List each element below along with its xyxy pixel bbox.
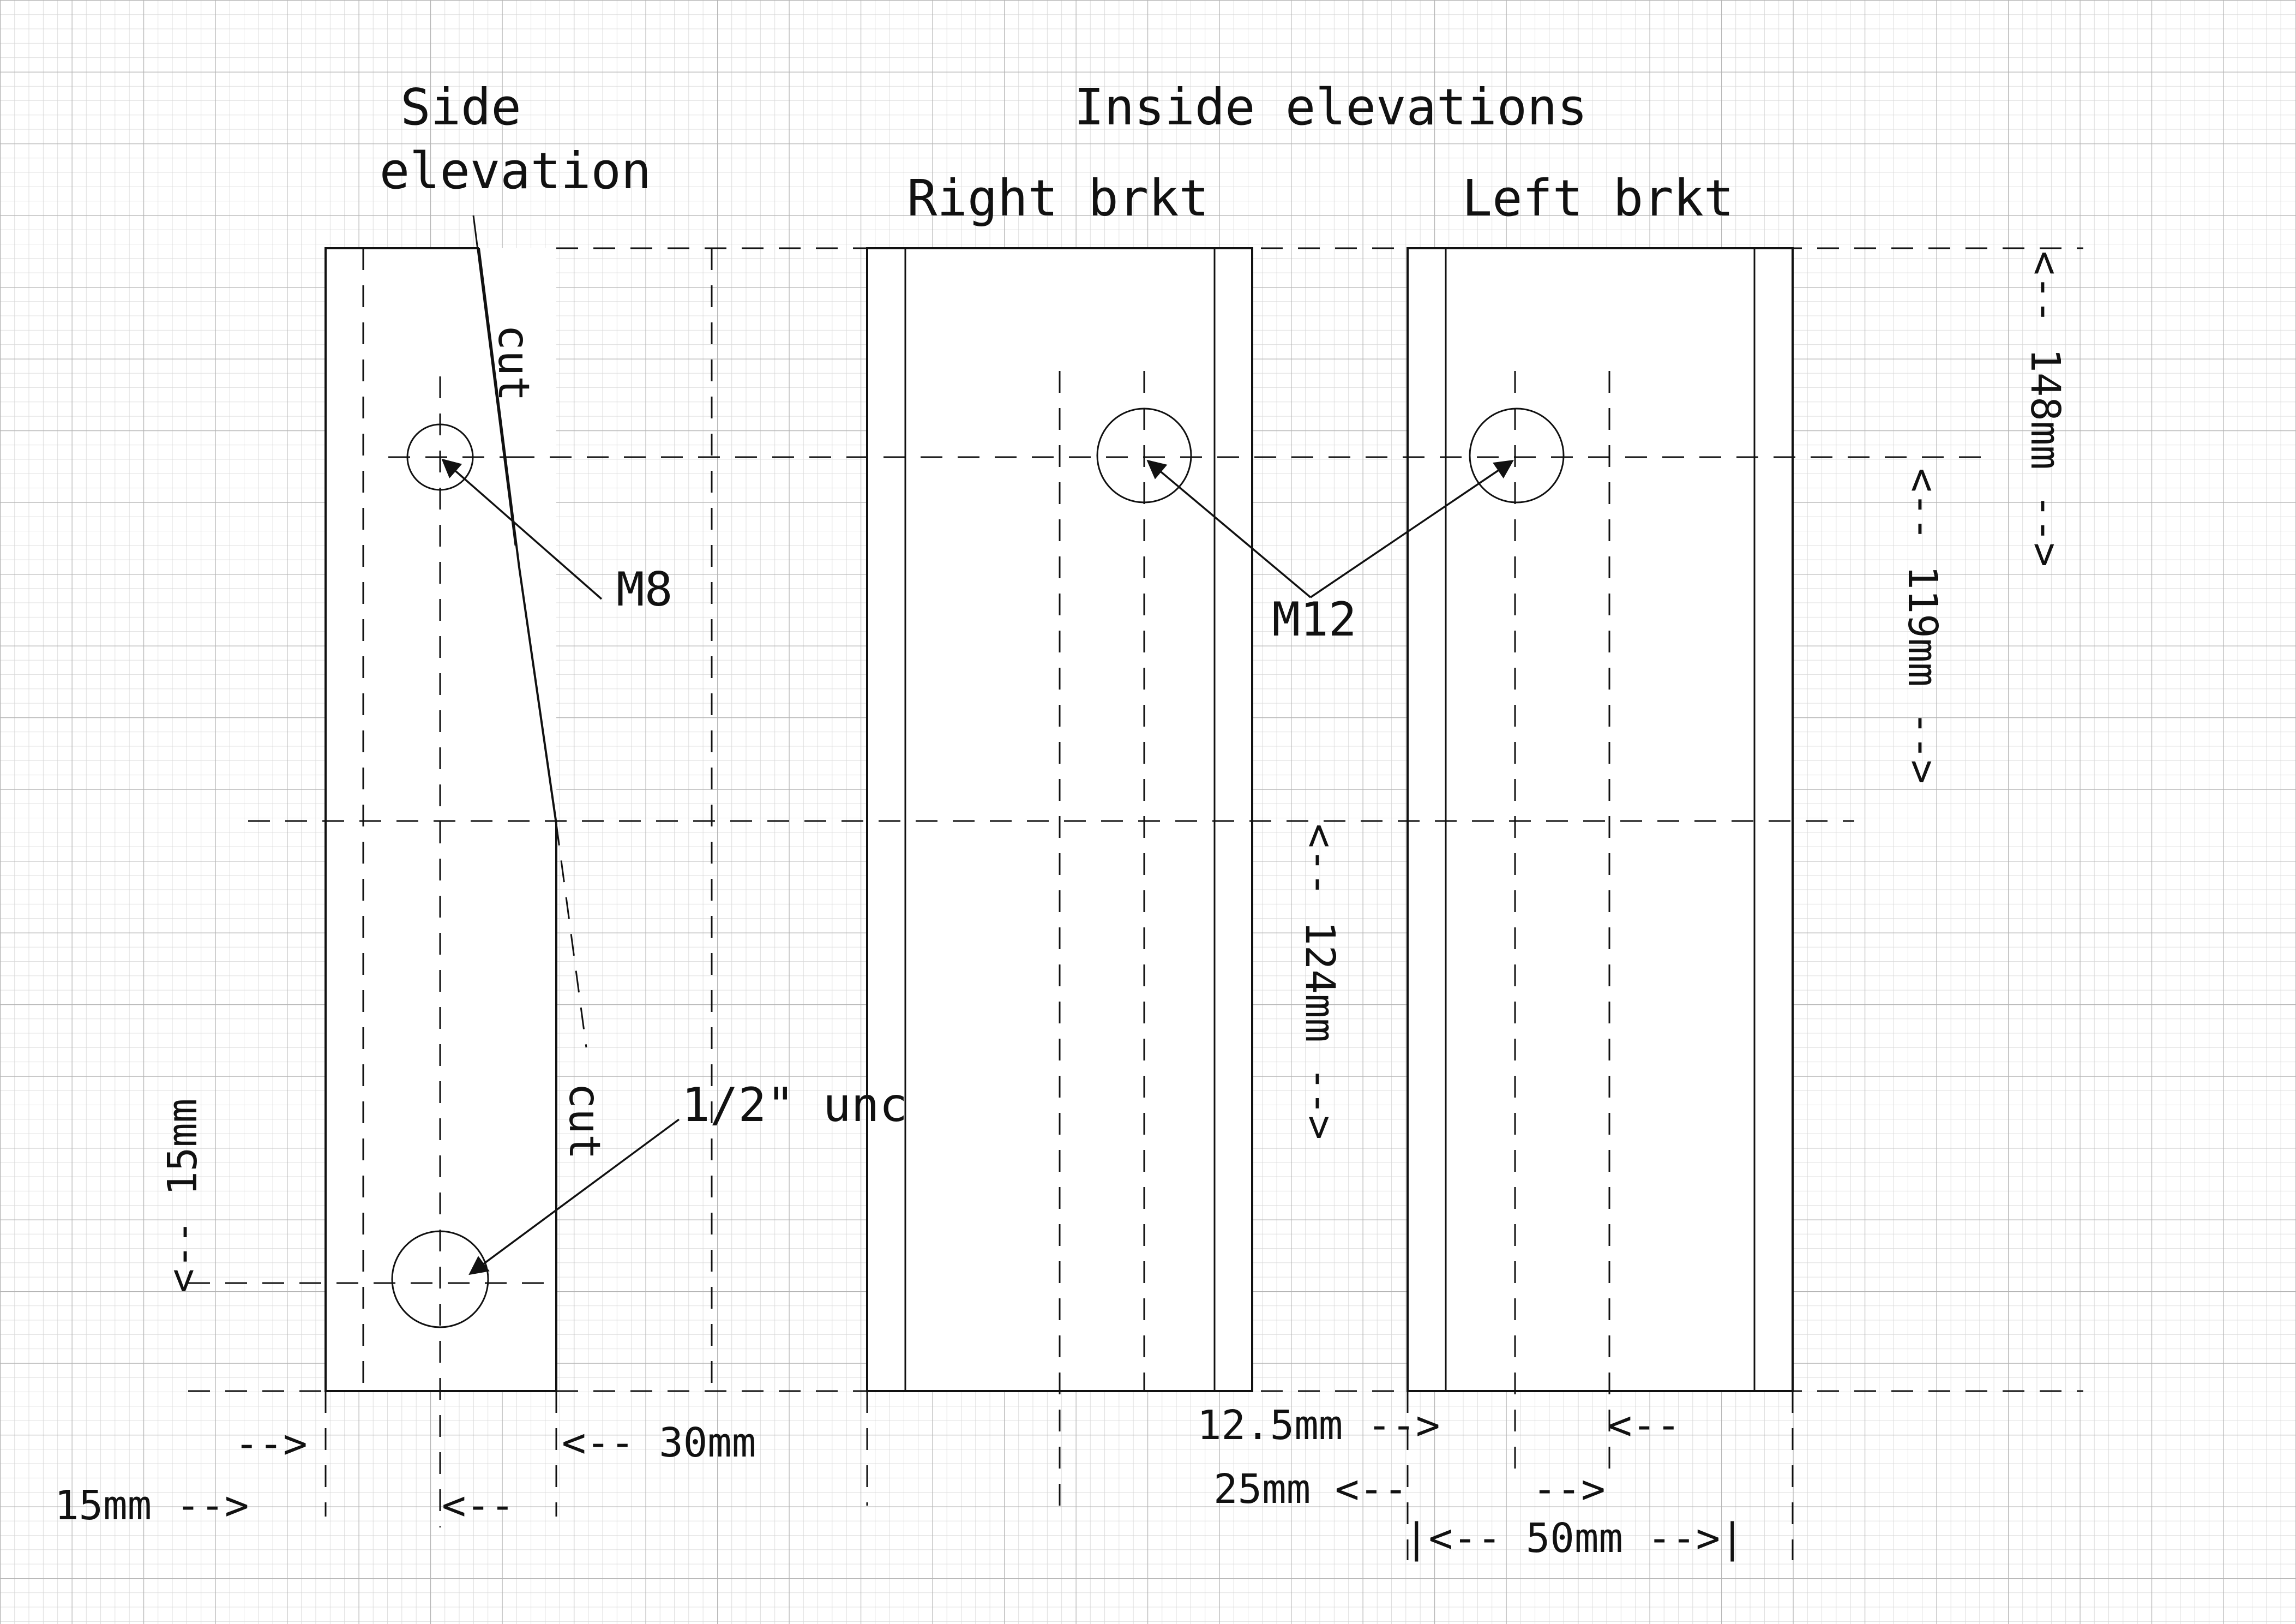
left-m12-hole bbox=[1469, 408, 1565, 504]
m8-hole bbox=[406, 423, 474, 491]
dim-119mm: <-- 119mm --> bbox=[1899, 468, 1946, 784]
m8-label: M8 bbox=[616, 562, 673, 617]
dim-25mm-forward-arrow: --> bbox=[1532, 1466, 1606, 1513]
cut-label-lower: cut bbox=[560, 1083, 609, 1160]
unc-leader bbox=[468, 1118, 680, 1275]
dim-25mm: 25mm <-- bbox=[1213, 1466, 1408, 1513]
dim-15mm-top-arrow: --> bbox=[235, 1421, 308, 1467]
callout-labels: M8 M12 1/2" unc cut cut bbox=[489, 325, 1357, 1160]
unc-hole bbox=[391, 1230, 489, 1328]
dim-50mm: |<-- 50mm -->| bbox=[1404, 1515, 1745, 1562]
cut-label-upper: cut bbox=[489, 325, 538, 401]
dim-148mm: <-- 148mm --> bbox=[2022, 251, 2069, 567]
dim-124mm: <-- 124mm --> bbox=[1296, 824, 1343, 1140]
side-title-line1: Side bbox=[400, 78, 521, 136]
view-titles: Side elevation Inside elevations Right b… bbox=[380, 78, 1734, 227]
part-faces bbox=[326, 248, 1793, 1391]
m12-label: M12 bbox=[1272, 592, 1356, 647]
cut-line-upper bbox=[478, 248, 557, 824]
dim-30mm: <-- 30mm bbox=[562, 1419, 756, 1466]
projection-lines bbox=[188, 247, 2083, 1560]
dim-12-5mm-back-arrow: <-- bbox=[1608, 1402, 1681, 1449]
right-bracket-title: Right brkt bbox=[907, 169, 1209, 227]
right-m12-hole bbox=[1096, 408, 1192, 504]
dim-15mm-back-arrow: <-- bbox=[442, 1482, 515, 1529]
m8-leader bbox=[441, 458, 603, 600]
cut-projection-lower bbox=[555, 823, 587, 1048]
unc-label: 1/2" unc bbox=[682, 1078, 907, 1132]
left-bracket-title: Left brkt bbox=[1462, 169, 1734, 227]
dim-12-5mm: 12.5mm --> bbox=[1197, 1402, 1440, 1449]
dim-15mm-vertical: <-- 15mm bbox=[159, 1099, 206, 1293]
cut-ghost-line bbox=[472, 215, 516, 546]
inside-elevations-title: Inside elevations bbox=[1074, 78, 1588, 136]
dimension-labels: <-- 30mm --> 15mm --> <-- <-- 15mm <-- 1… bbox=[55, 251, 2069, 1562]
right-m12-leader bbox=[1146, 459, 1312, 598]
left-m12-leader bbox=[1310, 460, 1514, 598]
side-title-line2: elevation bbox=[380, 142, 652, 200]
dim-15mm: 15mm --> bbox=[55, 1482, 249, 1529]
